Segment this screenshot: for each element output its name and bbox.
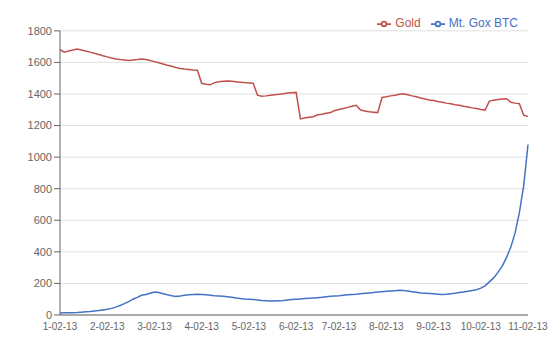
svg-text:8-02-13: 8-02-13 (369, 321, 404, 332)
svg-text:5-02-13: 5-02-13 (232, 321, 267, 332)
svg-text:200: 200 (34, 277, 52, 289)
svg-text:6-02-13: 6-02-13 (279, 321, 314, 332)
svg-text:4-02-13: 4-02-13 (184, 321, 219, 332)
svg-text:1600: 1600 (28, 56, 52, 68)
svg-text:800: 800 (34, 183, 52, 195)
html-text:Gold: Gold (395, 16, 421, 30)
svg-text:11-02-13: 11-02-13 (508, 321, 548, 332)
svg-text:1800: 1800 (28, 25, 52, 37)
svg-text:3-02-13: 3-02-13 (137, 321, 172, 332)
svg-text:1000: 1000 (28, 151, 52, 163)
svg-text:1200: 1200 (28, 119, 52, 131)
svg-text:9-02-13: 9-02-13 (416, 321, 451, 332)
svg-text:1400: 1400 (28, 88, 52, 100)
svg-text:600: 600 (34, 214, 52, 226)
svg-text:1-02-13: 1-02-13 (43, 321, 78, 332)
svg-text:0: 0 (46, 309, 52, 321)
svg-text:400: 400 (34, 246, 52, 258)
html-text:Mt. Gox BTC: Mt. Gox BTC (448, 16, 518, 30)
svg-text:7-02-13: 7-02-13 (322, 321, 357, 332)
svg-text:2-02-13: 2-02-13 (90, 321, 125, 332)
svg-text:10-02-13: 10-02-13 (461, 321, 501, 332)
